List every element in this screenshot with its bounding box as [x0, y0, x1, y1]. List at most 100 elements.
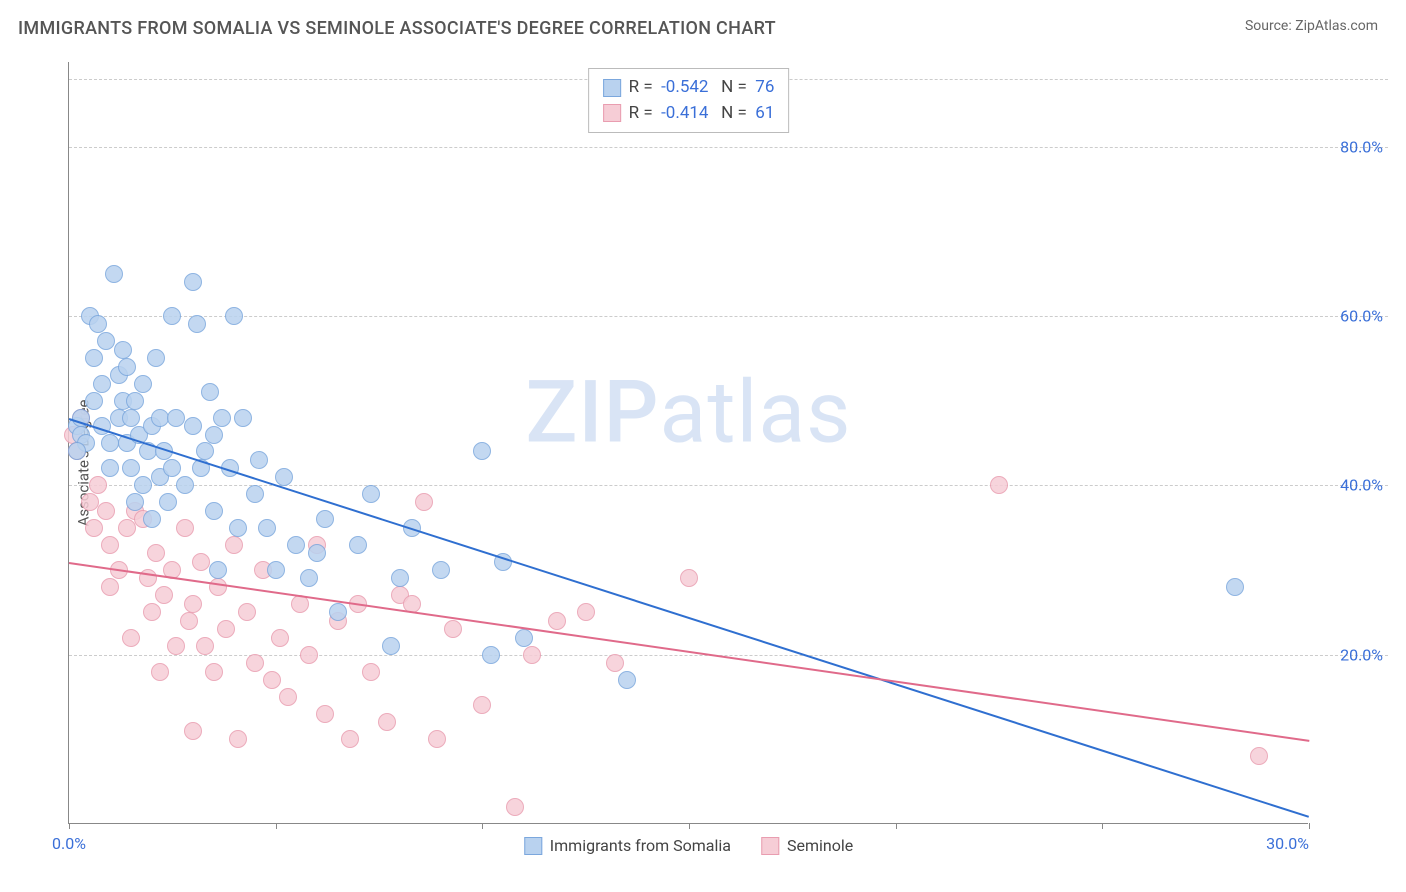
scatter-point [258, 519, 276, 537]
correlation-legend: R = -0.542 N = 76R = -0.414 N = 61 [588, 68, 790, 133]
scatter-point [93, 375, 111, 393]
scatter-point [184, 417, 202, 435]
scatter-point [201, 383, 219, 401]
scatter-point [234, 409, 252, 427]
scatter-point [180, 612, 198, 630]
x-tick-label: 30.0% [1266, 834, 1309, 853]
scatter-point [618, 671, 636, 689]
scatter-point [432, 561, 450, 579]
scatter-point [382, 637, 400, 655]
x-tick [69, 823, 70, 829]
gridline [69, 147, 1388, 148]
scatter-point [122, 459, 140, 477]
chart-title: IMMIGRANTS FROM SOMALIA VS SEMINOLE ASSO… [18, 18, 776, 39]
scatter-point [143, 510, 161, 528]
scatter-point [85, 392, 103, 410]
scatter-point [473, 696, 491, 714]
legend-row: R = -0.542 N = 76 [603, 75, 775, 101]
scatter-point [349, 536, 367, 554]
scatter-point [229, 730, 247, 748]
scatter-point [105, 265, 123, 283]
scatter-point [606, 654, 624, 672]
scatter-point [134, 375, 152, 393]
scatter-point [118, 519, 136, 537]
watermark-text: ZIPatlas [525, 362, 851, 463]
scatter-point [316, 510, 334, 528]
scatter-point [101, 434, 119, 452]
scatter-point [577, 603, 595, 621]
scatter-point [188, 315, 206, 333]
scatter-point [217, 620, 235, 638]
scatter-point [287, 536, 305, 554]
scatter-point [151, 663, 169, 681]
plot-area: ZIPatlas R = -0.542 N = 76R = -0.414 N =… [68, 62, 1308, 824]
x-tick [896, 823, 897, 829]
scatter-point [89, 315, 107, 333]
scatter-point [300, 569, 318, 587]
scatter-point [176, 519, 194, 537]
scatter-point [101, 459, 119, 477]
scatter-point [523, 646, 541, 664]
scatter-point [209, 561, 227, 579]
legend-label: Immigrants from Somalia [550, 836, 731, 855]
scatter-point [205, 663, 223, 681]
scatter-point [300, 646, 318, 664]
y-tick-label: 80.0% [1340, 137, 1383, 156]
scatter-point [163, 307, 181, 325]
chart-container: Associate's Degree ZIPatlas R = -0.542 N… [18, 52, 1388, 874]
series-legend: Immigrants from Somalia Seminole [524, 836, 853, 855]
scatter-point [506, 798, 524, 816]
scatter-point [378, 713, 396, 731]
y-tick-label: 40.0% [1340, 476, 1383, 495]
y-tick-label: 20.0% [1340, 645, 1383, 664]
scatter-point [126, 493, 144, 511]
scatter-point [246, 654, 264, 672]
scatter-point [548, 612, 566, 630]
scatter-point [167, 637, 185, 655]
scatter-point [85, 349, 103, 367]
x-tick [1102, 823, 1103, 829]
scatter-point [680, 569, 698, 587]
scatter-point [97, 502, 115, 520]
legend-swatch [603, 104, 621, 122]
scatter-point [159, 493, 177, 511]
x-tick [689, 823, 690, 829]
legend-item: Immigrants from Somalia [524, 836, 731, 855]
scatter-point [391, 569, 409, 587]
regression-line [69, 418, 1310, 818]
scatter-point [196, 637, 214, 655]
scatter-point [126, 392, 144, 410]
gridline [69, 316, 1388, 317]
scatter-point [196, 442, 214, 460]
scatter-point [163, 459, 181, 477]
scatter-point [176, 476, 194, 494]
scatter-point [225, 536, 243, 554]
scatter-point [316, 705, 334, 723]
scatter-point [68, 442, 86, 460]
scatter-point [122, 629, 140, 647]
regression-line [69, 562, 1309, 742]
scatter-point [473, 442, 491, 460]
legend-swatch [603, 79, 621, 97]
scatter-point [147, 349, 165, 367]
scatter-point [143, 603, 161, 621]
gridline [69, 655, 1388, 656]
scatter-point [209, 578, 227, 596]
scatter-point [246, 485, 264, 503]
scatter-point [515, 629, 533, 647]
legend-stats: R = -0.542 N = 76 [629, 75, 775, 101]
scatter-point [151, 409, 169, 427]
scatter-point [362, 663, 380, 681]
scatter-point [238, 603, 256, 621]
legend-label: Seminole [787, 836, 853, 855]
scatter-point [101, 578, 119, 596]
scatter-point [118, 358, 136, 376]
x-tick [276, 823, 277, 829]
scatter-point [308, 544, 326, 562]
scatter-point [428, 730, 446, 748]
legend-swatch [524, 837, 542, 855]
scatter-point [444, 620, 462, 638]
scatter-point [267, 561, 285, 579]
x-tick-label: 0.0% [52, 834, 86, 853]
scatter-point [275, 468, 293, 486]
